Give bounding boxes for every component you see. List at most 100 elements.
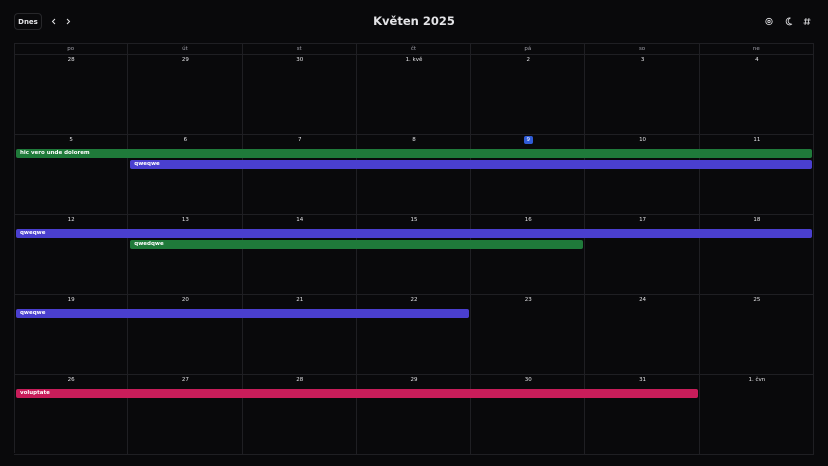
day-number: 28 (14, 57, 128, 63)
day-cell[interactable] (14, 375, 129, 455)
day-number-text: 31 (639, 377, 647, 383)
day-number: 23 (471, 297, 585, 303)
day-number-text: 4 (755, 57, 759, 63)
day-cell[interactable] (471, 295, 586, 375)
day-number-text: 7 (297, 137, 302, 143)
day-number-text: 13 (181, 217, 189, 223)
weekday-header: st (242, 43, 357, 55)
nav-arrows (51, 18, 71, 25)
day-number-text: 1. kvě (405, 57, 423, 63)
day-cell[interactable] (14, 135, 129, 215)
day-cell[interactable] (585, 375, 700, 455)
day-number-text: 2 (526, 57, 531, 63)
day-number: 25 (700, 297, 814, 303)
day-number: 6 (128, 137, 242, 143)
day-number-text: 28 (67, 57, 75, 63)
day-number-text: 21 (296, 297, 304, 303)
next-arrow[interactable] (66, 18, 71, 25)
day-number-text: 14 (296, 217, 304, 223)
day-number: 22 (357, 297, 471, 303)
day-cell[interactable] (585, 55, 700, 135)
weekday-header: út (128, 43, 243, 55)
day-cell[interactable] (356, 295, 472, 375)
day-cell[interactable] (356, 215, 472, 295)
day-number-text: 6 (183, 137, 188, 143)
day-number-text: 9 (523, 136, 534, 144)
day-number: 21 (243, 297, 357, 303)
weekday-header: so (585, 43, 700, 55)
day-cell[interactable] (128, 295, 243, 375)
event-bar[interactable]: voluptate (16, 389, 698, 398)
day-cell[interactable] (585, 215, 700, 295)
day-cell[interactable] (128, 215, 243, 295)
day-cell[interactable] (585, 295, 700, 375)
day-cell[interactable] (242, 135, 357, 215)
day-cell[interactable] (242, 215, 357, 295)
day-number-text: 3 (640, 57, 645, 63)
day-number: 31 (585, 377, 699, 383)
day-cell[interactable] (699, 135, 814, 215)
day-cell[interactable] (14, 295, 129, 375)
day-number: 28 (243, 377, 357, 383)
day-number: 19 (14, 297, 128, 303)
event-bar[interactable]: qweqwe (16, 309, 470, 318)
day-cell[interactable] (14, 55, 129, 135)
prev-arrow[interactable] (51, 18, 56, 25)
toolbar-icons (765, 17, 811, 26)
event-bar[interactable]: qweqwe (16, 229, 812, 238)
day-cell[interactable] (699, 295, 814, 375)
event-bar[interactable]: qweqwe (130, 160, 812, 169)
day-cell[interactable] (471, 215, 586, 295)
grid-icon[interactable] (803, 17, 811, 26)
weekday-header: po (14, 43, 129, 55)
day-cell[interactable] (356, 135, 472, 215)
day-number: 27 (128, 377, 242, 383)
day-number: 29 (357, 377, 471, 383)
day-cell[interactable] (128, 375, 243, 455)
day-number: 30 (243, 57, 357, 63)
month-grid (14, 43, 814, 453)
day-number: 4 (700, 57, 814, 63)
day-cell[interactable] (128, 55, 243, 135)
day-number: 16 (471, 217, 585, 223)
weekday-header: čt (356, 43, 472, 55)
day-number: 26 (14, 377, 128, 383)
day-cell[interactable] (242, 55, 357, 135)
day-cell[interactable] (585, 135, 700, 215)
day-number: 24 (585, 297, 699, 303)
day-cell[interactable] (699, 55, 814, 135)
day-cell[interactable] (699, 375, 814, 455)
day-number-text: 8 (412, 137, 416, 143)
day-number: 1. kvě (357, 57, 471, 63)
day-number-text: 17 (639, 217, 647, 223)
day-number: 11 (700, 137, 814, 143)
day-number: 10 (585, 137, 699, 143)
day-number-text: 16 (524, 217, 532, 223)
theme-icon[interactable] (785, 17, 793, 26)
month-title: Květen 2025 (373, 14, 455, 28)
day-number-text: 15 (410, 217, 418, 223)
day-number: 7 (243, 137, 357, 143)
day-number: 29 (128, 57, 242, 63)
day-cell[interactable] (699, 215, 814, 295)
day-cell[interactable] (242, 375, 357, 455)
day-cell[interactable] (471, 55, 586, 135)
event-bar[interactable]: hic vero unde dolorem (16, 149, 812, 158)
day-number-text: 30 (524, 377, 532, 383)
day-cell[interactable] (356, 375, 472, 455)
day-number-text: 22 (410, 297, 418, 303)
day-cell[interactable] (356, 55, 472, 135)
day-cell[interactable] (471, 375, 586, 455)
day-cell[interactable] (128, 135, 243, 215)
day-cell[interactable] (14, 215, 129, 295)
day-number-text: 11 (753, 137, 761, 143)
settings-icon[interactable] (765, 17, 773, 26)
day-number-text: 24 (639, 297, 647, 303)
today-button[interactable]: Dnes (14, 13, 42, 30)
day-cell[interactable] (471, 135, 586, 215)
day-number-text: 30 (296, 57, 304, 63)
day-cell[interactable] (242, 295, 357, 375)
day-number: 13 (128, 217, 242, 223)
event-bar[interactable]: qwedqwe (130, 240, 584, 249)
day-number-text: 10 (639, 137, 647, 143)
